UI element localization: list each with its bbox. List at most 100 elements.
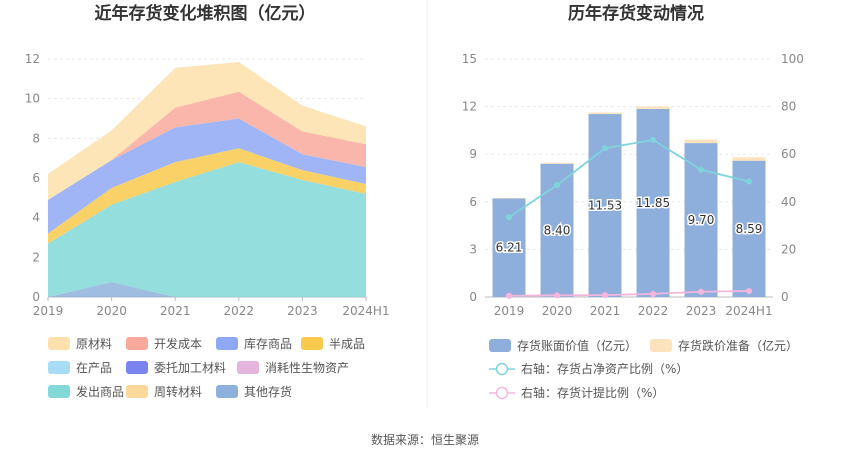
legend-label: 存货账面价值（亿元） — [517, 339, 638, 353]
legend-label: 在产品 — [76, 361, 113, 375]
legend-swatch — [48, 337, 70, 350]
bar-data-label: 8.59 — [736, 222, 763, 236]
y-tick-label: 0 — [32, 290, 40, 304]
line-series — [508, 138, 750, 219]
line-point — [697, 288, 705, 295]
legend-item[interactable]: 开发成本 — [126, 335, 202, 352]
legend-item[interactable]: 在产品 — [48, 359, 112, 376]
legend-label: 存货跌价准备（亿元） — [678, 339, 799, 353]
legend-swatch — [48, 361, 70, 374]
area-series — [48, 61, 366, 200]
line-point — [505, 292, 513, 299]
legend-label: 原材料 — [76, 337, 113, 351]
right-chart-title: 历年存货变动情况 — [568, 3, 704, 24]
legend-swatch — [650, 339, 672, 352]
area-series — [48, 148, 366, 244]
bar-impairment — [588, 112, 622, 115]
x-tick-label: 2022 — [224, 304, 255, 318]
area-series — [48, 118, 366, 234]
legend-item[interactable]: 库存商品 — [216, 335, 292, 352]
line-point — [553, 292, 561, 299]
left-chart-title: 近年存货变化堆积图（亿元） — [95, 3, 316, 24]
bar-impairment — [684, 139, 718, 144]
right-y-tick-label: 40 — [781, 195, 796, 209]
x-tick-label: 2022 — [638, 304, 669, 318]
legend-swatch — [489, 339, 511, 352]
legend-swatch — [48, 385, 70, 398]
bar-data-label: 11.53 — [588, 199, 622, 213]
legend-label: 发出商品 — [76, 385, 125, 399]
legend-swatch — [216, 385, 238, 398]
legend-label: 周转材料 — [154, 385, 203, 399]
right-y-tick-label: 80 — [781, 100, 796, 114]
right-y-tick-label: 100 — [781, 52, 804, 66]
legend-line-marker — [489, 362, 515, 375]
legend-label: 委托加工材料 — [154, 361, 227, 375]
bar-impairment — [732, 157, 766, 161]
left-y-tick-label: 9 — [469, 147, 477, 161]
x-tick-label: 2021 — [160, 304, 191, 318]
bar-line-chart: 0 3 6 9 12 15 0 20 40 60 80 100 2019 2020 2021 2022 2023… — [462, 52, 804, 318]
legend-item[interactable]: 委托加工材料 — [126, 359, 226, 376]
x-tick-label: 2019 — [33, 304, 64, 318]
legend-swatch — [237, 361, 259, 374]
left-y-tick-label: 3 — [469, 242, 477, 256]
legend-line-marker — [489, 386, 515, 399]
bar-data-label: 6.21 — [496, 241, 523, 255]
legend-item[interactable]: 周转材料 — [126, 383, 202, 400]
area-series — [48, 282, 366, 297]
legend-swatch — [216, 337, 238, 350]
x-tick-label: 2023 — [686, 304, 717, 318]
y-tick-label: 10 — [25, 92, 40, 106]
bar-impairment — [636, 106, 670, 109]
bar-data-label: 11.85 — [636, 196, 670, 210]
line-point — [601, 291, 609, 299]
bar-data-label: 8.40 — [544, 223, 571, 237]
legend-item[interactable]: 消耗性生物资产 — [237, 359, 349, 376]
y-tick-label: 2 — [32, 250, 40, 264]
legend-item[interactable]: 发出商品 — [48, 383, 124, 400]
x-tick-label: 2019 — [494, 304, 525, 318]
line-point — [553, 182, 561, 189]
line-point — [697, 166, 705, 173]
x-tick-label: 2023 — [287, 304, 318, 318]
legend-item[interactable]: 半成品 — [301, 335, 365, 352]
left-y-tick-label: 0 — [469, 290, 477, 304]
legend-item[interactable]: 右轴：存货计提比例（%） — [489, 384, 664, 401]
x-tick-label: 2024H1 — [342, 304, 389, 318]
legend-label: 库存商品 — [244, 337, 293, 351]
y-tick-label: 6 — [32, 171, 40, 185]
bar-data-label: 9.70 — [688, 213, 715, 227]
line-point — [745, 178, 753, 185]
legend-item[interactable]: 原材料 — [48, 335, 112, 352]
legend-label: 其他存货 — [244, 385, 293, 399]
x-tick-label: 2021 — [590, 304, 621, 318]
line-point — [745, 287, 753, 295]
area-series — [48, 162, 366, 297]
bar-book-value — [588, 114, 622, 297]
legend-swatch — [126, 337, 148, 350]
left-y-tick-label: 12 — [462, 100, 477, 114]
right-y-tick-label: 60 — [781, 147, 796, 161]
legend-label: 右轴：存货计提比例（%） — [521, 386, 665, 400]
line-point — [601, 145, 609, 152]
left-y-tick-label: 6 — [469, 195, 477, 209]
legend-swatch — [301, 337, 323, 350]
legend-swatch — [126, 361, 148, 374]
y-tick-label: 8 — [32, 131, 40, 145]
legend-label: 右轴：存货占净资产比例（%） — [521, 362, 689, 376]
x-tick-label: 2020 — [542, 304, 573, 318]
legend-item[interactable]: 存货账面价值（亿元） — [489, 337, 637, 354]
legend-item[interactable]: 存货跌价准备（亿元） — [650, 337, 798, 354]
line-point — [649, 290, 657, 298]
right-y-tick-label: 20 — [781, 242, 796, 256]
line-point — [505, 214, 513, 221]
legend-label: 开发成本 — [154, 337, 203, 351]
data-source-note: 数据来源：恒生聚源 — [370, 433, 479, 447]
line-series — [508, 290, 750, 297]
bar-impairment — [540, 162, 574, 164]
legend-item[interactable]: 右轴：存货占净资产比例（%） — [489, 360, 688, 377]
stacked-area-chart: 0 2 4 6 8 10 12 2019 2020 2021 2022 2023 2024H1 — [25, 52, 390, 318]
legend-item[interactable]: 其他存货 — [216, 383, 292, 400]
